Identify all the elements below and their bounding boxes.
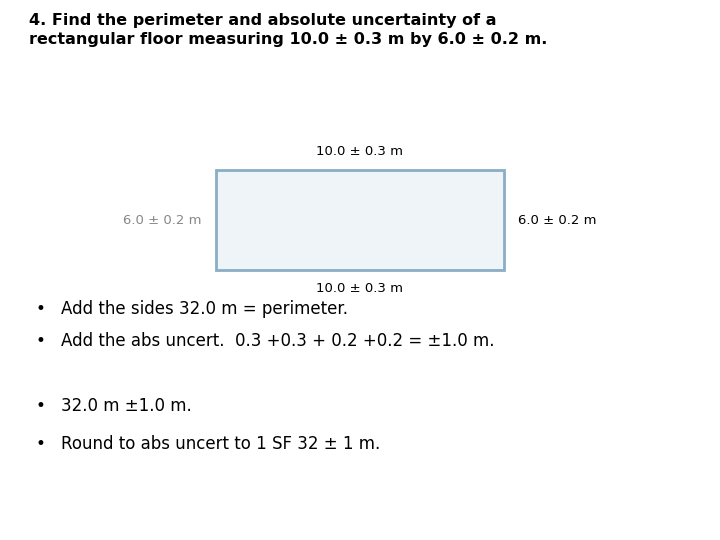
Text: Add the sides 32.0 m = perimeter.: Add the sides 32.0 m = perimeter.: [61, 300, 348, 318]
Text: rectangular floor measuring 10.0 ± 0.3 m by 6.0 ± 0.2 m.: rectangular floor measuring 10.0 ± 0.3 m…: [29, 32, 547, 48]
Text: •: •: [36, 300, 46, 318]
Text: 6.0 ± 0.2 m: 6.0 ± 0.2 m: [518, 213, 597, 227]
Text: •: •: [36, 332, 46, 350]
Text: •: •: [36, 397, 46, 415]
Text: 32.0 m ±1.0 m.: 32.0 m ±1.0 m.: [61, 397, 192, 415]
Text: Add the abs uncert.  0.3 +0.3 + 0.2 +0.2 = ±1.0 m.: Add the abs uncert. 0.3 +0.3 + 0.2 +0.2 …: [61, 332, 495, 350]
Text: 6.0 ± 0.2 m: 6.0 ± 0.2 m: [123, 213, 202, 227]
Text: 10.0 ± 0.3 m: 10.0 ± 0.3 m: [317, 282, 403, 295]
Text: 4. Find the perimeter and absolute uncertainty of a: 4. Find the perimeter and absolute uncer…: [29, 14, 496, 29]
Text: •: •: [36, 435, 46, 453]
Text: 10.0 ± 0.3 m: 10.0 ± 0.3 m: [317, 145, 403, 158]
Text: Round to abs uncert to 1 SF 32 ± 1 m.: Round to abs uncert to 1 SF 32 ± 1 m.: [61, 435, 380, 453]
Bar: [216, 170, 504, 270]
